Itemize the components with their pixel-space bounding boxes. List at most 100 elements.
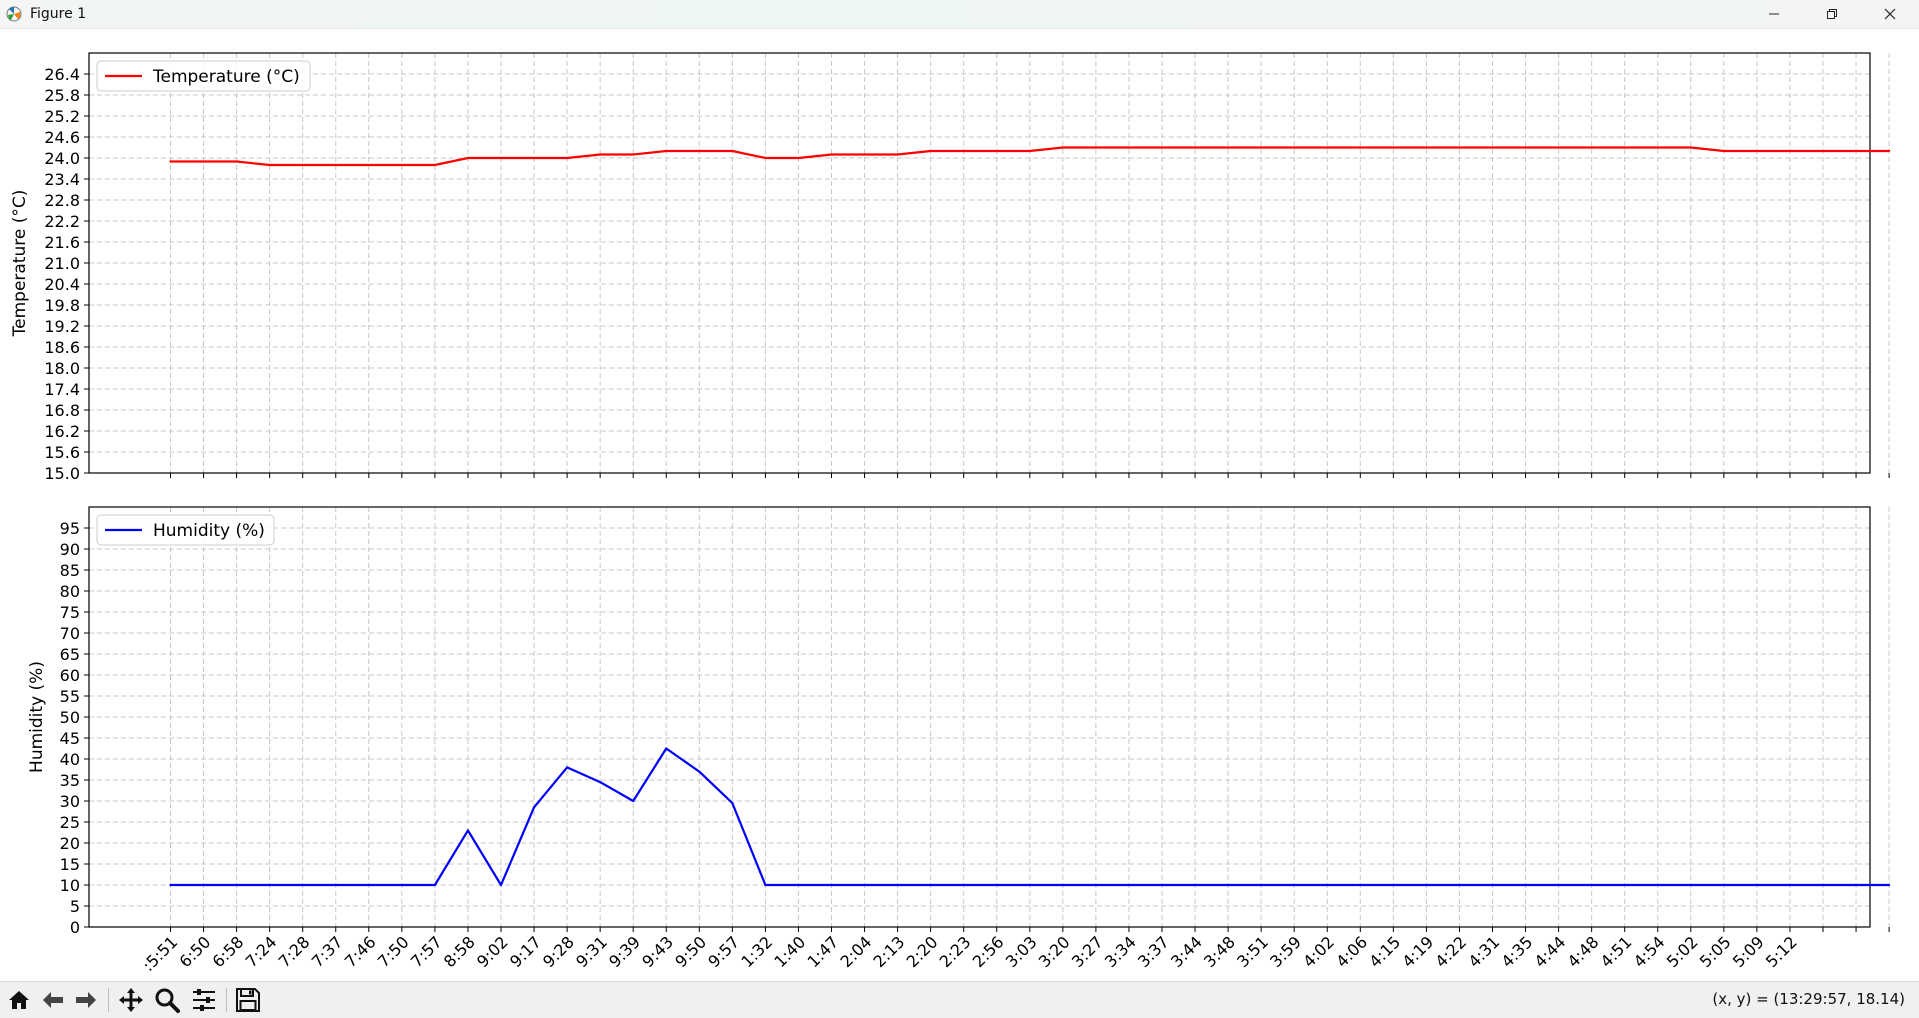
humidity-y-tick-label: 90 [60,540,80,559]
x-tick-label: 5:05 [1696,932,1735,971]
humidity-y-axis-label: Humidity (%) [27,661,47,773]
home-button[interactable] [4,986,34,1014]
temperature-data-point [1028,149,1031,153]
temperature-legend-box [96,60,311,92]
zoom-button[interactable] [152,986,182,1014]
temperature-data-point [1392,146,1395,149]
temperature-data-point [1160,146,1164,149]
temperature-data-point [1359,146,1362,149]
temperature-y-axis-label: Temperature (°C) [10,190,30,338]
humidity-data-point [1689,883,1692,887]
x-tick-label: 7:46 [341,932,380,971]
x-tick-label: :5:51 [139,932,182,975]
humidity-data-point [1821,883,1825,887]
back-button[interactable] [38,986,68,1014]
temperature-data-point [995,149,998,153]
x-tick-label: 5:12 [1762,932,1801,971]
humidity-data-point [797,883,800,887]
temperature-data-point [499,156,503,160]
x-tick-label: 9:17 [506,932,545,971]
temperature-data-point [1524,146,1527,149]
x-tick-label: 4:35 [1498,932,1537,971]
close-button[interactable] [1861,0,1919,28]
forward-button[interactable] [71,986,101,1014]
temperature-y-tick-label: 17.4 [44,380,80,399]
x-tick-label: 9:02 [473,932,512,971]
temperature-data-point [1127,146,1131,149]
figure-svg: 15.0 15.6 16.2 16.8 17.4 18.0 18.6 19.2 19.8 20.4… [10,52,1891,975]
temperature-y-tick-label: 24.6 [44,128,80,147]
humidity-data-point [367,883,370,887]
temperature-data-point [1425,146,1428,149]
temperature-data-point [367,163,370,167]
save-button[interactable] [233,986,263,1014]
x-tick-label: 3:51 [1233,932,1272,971]
humidity-data-point [1656,883,1659,887]
x-tick-label: 4:19 [1398,932,1437,971]
temperature-data-point [1722,149,1725,153]
temperature-data-point [1491,146,1494,149]
humidity-data-point [863,883,866,887]
humidity-y-tick-label: 60 [60,666,80,685]
temperature-data-point [830,153,833,156]
humidity-data-point [1524,883,1527,887]
x-tick-label: 3:27 [1068,932,1107,971]
temperature-data-point [301,163,304,167]
temperature-data-point [1788,149,1792,153]
humidity-data-point [466,829,470,832]
humidity-data-point [962,883,965,887]
temperature-data-point [1557,146,1560,149]
restore-button[interactable] [1803,0,1861,28]
temperature-data-point [466,156,470,160]
temperature-data-point [1227,146,1230,149]
temperature-y-tick-label: 26.4 [44,65,80,84]
humidity-data-point [1458,883,1461,887]
pan-button[interactable] [116,986,146,1014]
humidity-data-point [1557,883,1560,887]
x-tick-label: 7:24 [242,932,281,971]
temperature-y-tick-label: 22.2 [44,212,80,231]
x-tick-label: 3:34 [1101,932,1140,971]
temperature-y-tick-label: 15.6 [44,443,80,462]
humidity-data-point [1127,883,1131,887]
x-tick-label: 7:37 [308,932,347,971]
humidity-y-tick-label: 50 [60,708,80,727]
temperature-y-tick-label: 25.8 [44,86,80,105]
x-tick-label: 5:09 [1729,932,1768,971]
navigation-toolbar: (x, y) = (13:29:57, 18.14) [0,981,1919,1018]
humidity-data-point [1392,883,1395,887]
humidity-data-point [632,799,635,803]
temperature-data-point [599,153,602,156]
temperature-data-point [1260,146,1263,149]
temperature-legend-label: Temperature (°C) [152,67,300,87]
temperature-data-point [1888,149,1891,153]
temperature-data-point [665,149,668,153]
temperature-y-tick-label: 16.2 [44,422,80,441]
x-tick-label: 4:06 [1332,932,1371,971]
humidity-y-tick-label: 0 [70,918,80,937]
x-tick-label: 3:44 [1167,932,1206,971]
humidity-data-point [1160,883,1164,887]
humidity-data-point [1755,883,1758,887]
humidity-y-tick-label: 45 [60,729,80,748]
humidity-data-point [599,781,602,784]
humidity-data-point [433,883,436,887]
x-tick-label: 1:40 [770,932,809,971]
humidity-data-point [235,883,238,887]
temperature-data-point [731,149,734,153]
minimize-button[interactable] [1745,0,1803,28]
humidity-y-tick-label: 80 [60,582,80,601]
figure-canvas[interactable]: 15.0 15.6 16.2 16.8 17.4 18.0 18.6 19.2 19.8 20.4… [0,29,1919,981]
humidity-data-point [1028,883,1031,887]
humidity-data-point [400,883,403,887]
configure-subplots-button[interactable] [189,986,219,1014]
temperature-data-point [1755,149,1758,153]
humidity-data-point [268,883,271,887]
x-tick-label: 7:28 [275,932,314,971]
x-tick-label: 9:39 [605,932,644,971]
humidity-legend-label: Humidity (%) [153,521,265,541]
temperature-data-point [400,163,403,167]
temperature-y-tick-label: 24.0 [44,149,80,168]
humidity-series-line [170,747,1890,887]
x-tick-label: 7:50 [374,932,413,971]
